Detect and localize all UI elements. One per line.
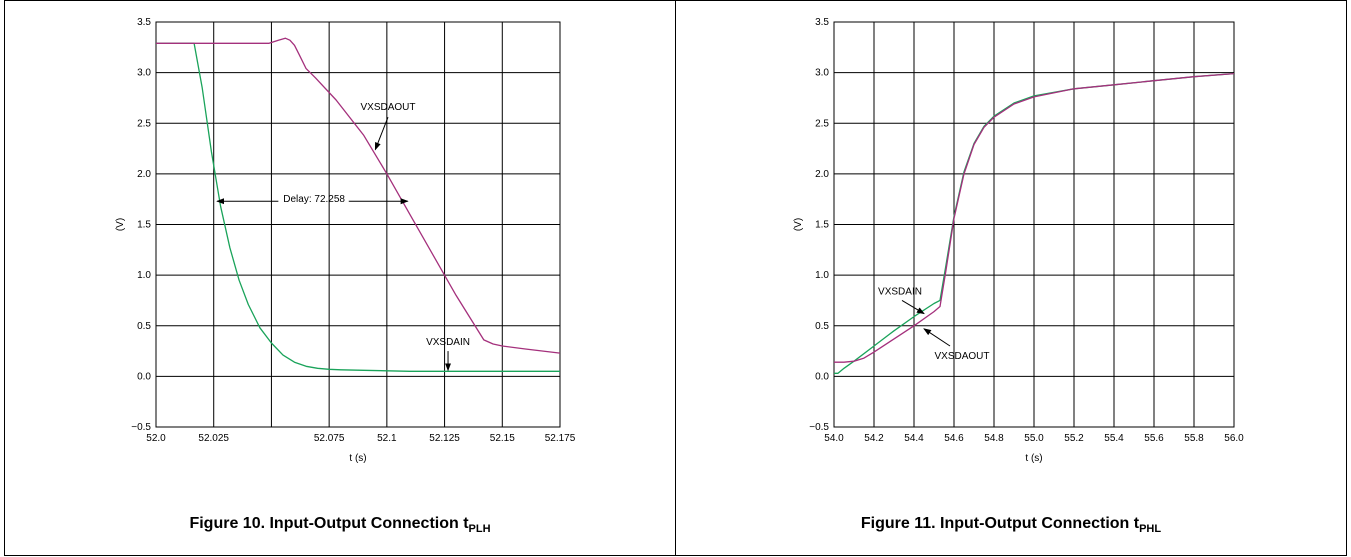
- x-tick-label: 52.025: [198, 433, 229, 444]
- figure-10-caption: Figure 10. Input-Output Connection tPLH: [5, 515, 675, 535]
- figure-11-caption-subscript: PHL: [1139, 523, 1162, 535]
- x-axis-label: t (s): [349, 453, 366, 464]
- x-tick-label: 52.125: [429, 433, 460, 444]
- figure-11-chart: 54.0 54.2 54.4 54.6 54.8 55.0 55.2 55.4 55.6 55.8…: [793, 17, 1244, 464]
- plot-frame: [833, 21, 1235, 428]
- annotation-delay-72-258: Delay: 72.258: [283, 194, 345, 205]
- y-tick-label: 3.0: [137, 68, 151, 79]
- figure-11-caption: Figure 11. Input-Output Connection tPHL: [676, 515, 1346, 535]
- y-axis-label: (V): [115, 218, 126, 231]
- x-tick-label: 54.6: [944, 433, 964, 444]
- y-tick-label: 2.0: [137, 169, 151, 180]
- figure-11-panel: 54.0 54.2 54.4 54.6 54.8 55.0 55.2 55.4 55.6 55.8…: [676, 0, 1347, 556]
- x-tick-label: 52.15: [490, 433, 515, 444]
- x-tick-label: 55.2: [1064, 433, 1084, 444]
- y-tick-label: −0.5: [131, 422, 151, 433]
- x-tick-label: 54.2: [864, 433, 884, 444]
- annotation-vxsdain: VXSDAIN: [426, 337, 470, 348]
- x-tick-label: 54.4: [904, 433, 924, 444]
- x-tick-label: 55.6: [1144, 433, 1164, 444]
- x-tick-label: 55.8: [1184, 433, 1204, 444]
- y-tick-label: 0.5: [815, 321, 829, 332]
- annotation-arrow: [901, 300, 925, 315]
- figure-10-chart: 52.0 52.025 52.075 52.1 52.125 52.15 52.175 −0.…: [115, 17, 576, 464]
- y-tick-label: 1.5: [815, 220, 829, 231]
- x-tick-label: 54.0: [824, 433, 844, 444]
- x-tick-label: 56.0: [1224, 433, 1244, 444]
- series-line-vxsdaout: [834, 72, 1235, 363]
- x-tick-label: 55.4: [1104, 433, 1124, 444]
- y-tick-label: 0.0: [137, 371, 151, 382]
- y-tick-label: 0.0: [815, 371, 829, 382]
- y-tick-label: 0.5: [137, 321, 151, 332]
- y-tick-label: 3.5: [137, 17, 151, 28]
- y-tick-label: 2.0: [815, 169, 829, 180]
- annotation-arrow: [374, 116, 389, 151]
- y-tick-label: 2.5: [137, 118, 151, 129]
- x-tick-label: 52.075: [314, 433, 345, 444]
- figure-11-caption-text: Figure 11. Input-Output Connection t: [860, 515, 1140, 532]
- series-line-vxsdain: [156, 42, 560, 372]
- annotation-vxsdaout: VXSDAOUT: [361, 102, 416, 113]
- series-line-vxsdaout: [156, 37, 561, 354]
- y-tick-label: 2.5: [815, 118, 829, 129]
- x-tick-label: 52.175: [545, 433, 576, 444]
- y-tick-label: 3.5: [815, 17, 829, 28]
- annotation-vxsdaout: VXSDAOUT: [934, 351, 989, 362]
- y-tick-label: 1.0: [815, 270, 829, 281]
- plot-frame: [155, 21, 561, 428]
- x-tick-label: 52.0: [146, 433, 166, 444]
- y-tick-label: 3.0: [815, 68, 829, 79]
- x-tick-label: 52.1: [377, 433, 397, 444]
- y-tick-label: 1.5: [137, 220, 151, 231]
- y-axis-label: (V): [793, 218, 804, 231]
- y-tick-label: 1.0: [137, 270, 151, 281]
- annotation-arrow: [923, 328, 951, 347]
- figure-10-caption-text: Figure 10. Input-Output Connection t: [189, 515, 469, 532]
- annotation-vxsdain: VXSDAIN: [878, 286, 922, 297]
- figure-10-panel: 52.0 52.025 52.075 52.1 52.125 52.15 52.175 −0.…: [4, 0, 676, 556]
- figure-10-caption-subscript: PLH: [468, 523, 491, 535]
- y-tick-label: −0.5: [809, 422, 829, 433]
- x-tick-label: 55.0: [1024, 433, 1044, 444]
- x-tick-label: 54.8: [984, 433, 1004, 444]
- x-axis-label: t (s): [1025, 453, 1042, 464]
